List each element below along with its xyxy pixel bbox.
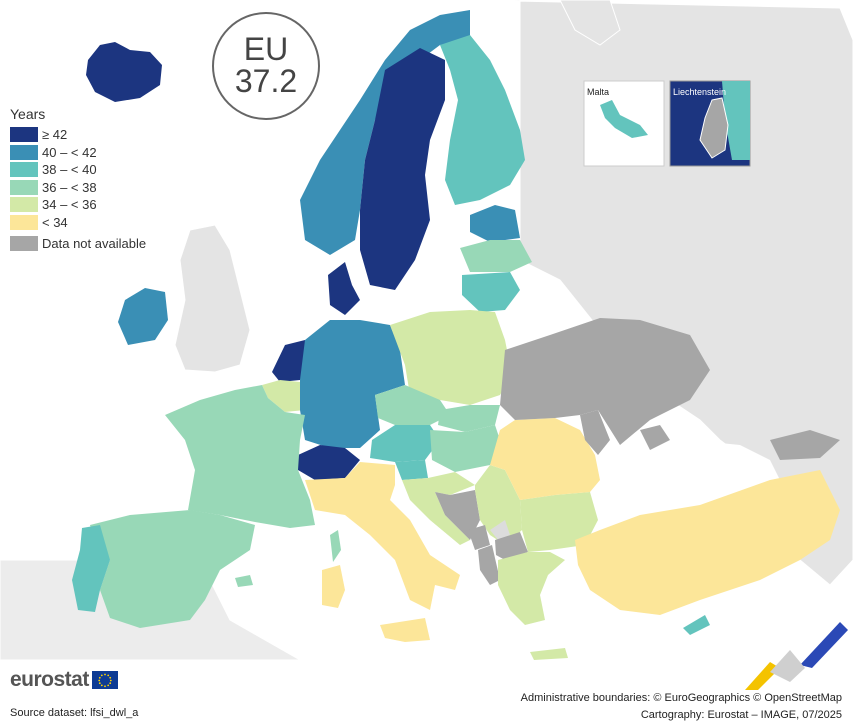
source-dataset: Source dataset: lfsi_dwl_a bbox=[10, 707, 139, 719]
region-portugal bbox=[72, 525, 110, 612]
black-sea bbox=[598, 440, 780, 500]
legend-label: < 34 bbox=[42, 214, 68, 230]
legend-label: 34 – < 36 bbox=[42, 197, 97, 213]
legend-row: 36 – < 38 bbox=[10, 179, 146, 197]
legend-label: ≥ 42 bbox=[42, 127, 68, 143]
inset-malta-label: Malta bbox=[587, 87, 610, 97]
inset-liechtenstein-label: Liechtenstein bbox=[673, 87, 727, 97]
region-switzerland bbox=[298, 445, 360, 480]
legend-row: ≥ 42 bbox=[10, 126, 146, 144]
region-slovakia bbox=[438, 405, 500, 432]
corner-mark-grey bbox=[770, 650, 805, 682]
region-crete bbox=[530, 648, 568, 660]
eurostat-logo: eurostat bbox=[10, 668, 118, 692]
logo-text: eurostat bbox=[10, 668, 89, 691]
region-iceland bbox=[86, 42, 162, 102]
map-credits: Administrative boundaries: © EuroGeograp… bbox=[521, 690, 842, 724]
region-estonia bbox=[470, 205, 520, 242]
eu-average-badge: EU 37.2 bbox=[212, 12, 320, 120]
region-georgia bbox=[770, 430, 840, 460]
region-spain bbox=[90, 510, 255, 628]
region-cyprus bbox=[683, 615, 710, 635]
region-albania bbox=[478, 545, 500, 585]
region-corsica bbox=[330, 530, 341, 562]
legend-label: 38 – < 40 bbox=[42, 162, 97, 178]
legend-title: Years bbox=[10, 106, 46, 122]
eu-badge-value: 37.2 bbox=[234, 63, 298, 99]
region-crimea bbox=[640, 425, 670, 450]
region-serbia bbox=[475, 465, 522, 545]
region-sicily bbox=[380, 618, 430, 642]
region-kosovo bbox=[490, 520, 510, 540]
region-france bbox=[165, 385, 315, 528]
map-legend: Years ≥ 42 40 – < 42 38 – < 40 36 – < 38… bbox=[10, 106, 146, 253]
region-slovenia bbox=[395, 460, 428, 480]
region-denmark bbox=[328, 262, 360, 315]
inset-malta-shape bbox=[600, 100, 648, 138]
region-sweden bbox=[360, 48, 445, 290]
legend-swatch bbox=[10, 236, 38, 252]
legend-label: Data not available bbox=[42, 236, 147, 252]
region-hungary bbox=[430, 425, 500, 472]
legend-row: < 34 bbox=[10, 214, 146, 232]
region-bosnia bbox=[435, 490, 480, 540]
legend-label: 36 – < 38 bbox=[42, 179, 97, 195]
region-bulgaria bbox=[520, 492, 598, 552]
region-balearic bbox=[235, 575, 253, 587]
legend-row: 38 – < 40 bbox=[10, 161, 146, 179]
corner-mark-blue bbox=[800, 622, 848, 668]
region-turkey bbox=[575, 470, 840, 615]
inset-liechtenstein-shape bbox=[699, 97, 729, 159]
region-czechia bbox=[375, 385, 450, 425]
region-moldova bbox=[580, 410, 610, 455]
legend-swatch bbox=[10, 144, 38, 160]
region-germany bbox=[300, 320, 405, 448]
legend-row: 34 – < 36 bbox=[10, 196, 146, 214]
inset-liechtenstein-austria bbox=[722, 81, 750, 160]
eu-flag-icon bbox=[91, 671, 118, 689]
region-poland bbox=[390, 310, 512, 405]
region-latvia bbox=[460, 240, 532, 272]
eu-badge-label: EU bbox=[243, 31, 289, 67]
region-sardinia bbox=[322, 565, 345, 608]
region-italy bbox=[305, 462, 460, 610]
region-ireland bbox=[118, 288, 168, 345]
legend-row-not-available: Data not available bbox=[10, 235, 146, 253]
region-greece bbox=[498, 552, 565, 625]
region-lithuania bbox=[462, 272, 520, 312]
region-norway bbox=[300, 10, 470, 255]
legend-label: 40 – < 42 bbox=[42, 144, 97, 160]
credits-boundaries: Administrative boundaries: © EuroGeograp… bbox=[520, 692, 842, 704]
region-finland bbox=[440, 35, 525, 205]
legend-row: 40 – < 42 bbox=[10, 144, 146, 162]
corner-mark-yellow bbox=[745, 662, 780, 690]
legend-swatch bbox=[10, 197, 38, 213]
region-belgium bbox=[262, 380, 305, 412]
credits-cartography: Cartography: Eurostat – IMAGE, 07/2025 bbox=[640, 709, 842, 721]
region-austria bbox=[370, 425, 440, 462]
legend-swatch bbox=[10, 179, 38, 195]
region-north-macedonia bbox=[495, 532, 528, 560]
region-romania bbox=[490, 418, 600, 500]
region-ukraine bbox=[500, 318, 710, 445]
legend-swatch bbox=[10, 214, 38, 230]
legend-swatch bbox=[10, 127, 38, 143]
legend-swatch bbox=[10, 162, 38, 178]
region-montenegro bbox=[468, 525, 490, 550]
